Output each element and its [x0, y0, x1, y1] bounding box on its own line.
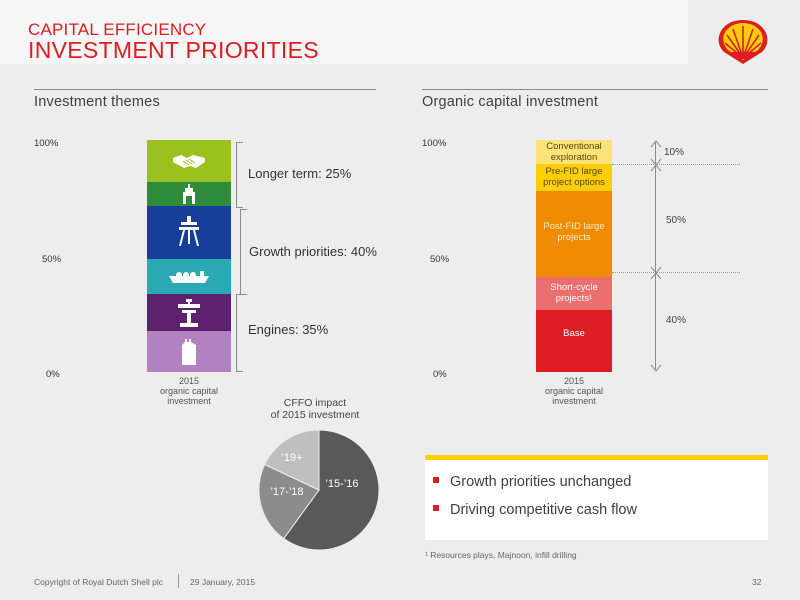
x-label-line3: investment — [552, 396, 596, 406]
drilling-rig-icon — [147, 182, 231, 206]
bracket-growth-priorities — [240, 209, 247, 295]
bullet-square-icon — [433, 477, 439, 484]
segment-base: Base — [536, 310, 612, 372]
pie-label-19plus: ’19+ — [281, 452, 302, 464]
segment-short-cycle: Short-cycle projects¹ — [536, 277, 612, 310]
label-line: project options — [543, 177, 605, 188]
segment-offshore — [147, 206, 231, 259]
y-axis-tick-100: 100% — [422, 138, 447, 149]
x-label-year: 2015 — [178, 376, 200, 386]
dotted-guide — [612, 272, 740, 273]
bullet-item: Driving competitive cash flow — [433, 502, 637, 518]
refinery-icon — [147, 294, 231, 331]
footer-copyright: Copyright of Royal Dutch Shell plc — [34, 577, 163, 587]
title-panel — [0, 0, 688, 64]
dotted-guide — [612, 164, 740, 165]
y-axis-tick-0: 0% — [46, 369, 60, 380]
pie-label-15-16: ’15-’16 — [325, 478, 358, 490]
segment-label: Base — [536, 310, 612, 339]
right-x-axis-label: 2015 organic capital investment — [524, 376, 624, 406]
bullet-text: Growth priorities unchanged — [450, 474, 632, 490]
handshake-icon — [147, 140, 231, 182]
label-line: Post-FID large — [543, 221, 605, 232]
segment-label: Conventional exploration — [536, 140, 612, 163]
x-label-year: 2015 — [563, 376, 585, 386]
label-line: Short-cycle — [550, 282, 598, 293]
divider — [422, 89, 768, 90]
segment-label: Post-FID large projects — [536, 191, 612, 243]
segment-label: Short-cycle projects¹ — [536, 277, 612, 304]
pct-40: 40% — [666, 315, 687, 326]
label-line: Conventional — [546, 141, 602, 152]
segment-fuel — [147, 331, 231, 372]
bracket-longer-term — [236, 142, 243, 208]
investment-themes-title: Investment themes — [34, 94, 160, 110]
label-line: projects¹ — [555, 293, 593, 304]
pie-title-line2: of 2015 investment — [270, 409, 360, 421]
segment-pre-fid: Pre-FID large project options — [536, 164, 612, 191]
pie-label-17-18: ’17-’18 — [270, 486, 303, 498]
bullet-text: Driving competitive cash flow — [450, 502, 637, 518]
range-line-40 — [655, 273, 656, 369]
organic-capital-investment-title: Organic capital investment — [422, 94, 599, 110]
label-longer-term: Longer term: 25% — [248, 166, 352, 181]
fuel-can-icon — [147, 331, 231, 372]
pct-50: 50% — [666, 215, 687, 226]
label-engines: Engines: 35% — [248, 322, 329, 337]
pct-10: 10% — [664, 147, 685, 158]
slide-title: INVESTMENT PRIORITIES — [28, 37, 319, 63]
segment-conventional-exploration: Conventional exploration — [536, 140, 612, 164]
label-line: Pre-FID large — [545, 166, 603, 177]
y-axis-tick-100: 100% — [34, 138, 59, 149]
label-line: projects — [557, 232, 591, 243]
pie-slice-15-16 — [283, 429, 380, 551]
label-line: Base — [563, 328, 585, 339]
segment-handshake — [147, 140, 231, 182]
offshore-platform-icon — [147, 206, 231, 259]
range-line-10 — [655, 142, 656, 164]
label-growth-priorities: Growth priorities: 40% — [249, 244, 377, 259]
bullet-square-icon — [433, 505, 439, 512]
segment-label: Pre-FID large project options — [536, 164, 612, 188]
key-messages-box: Growth priorities unchanged Driving comp… — [425, 455, 768, 540]
y-axis-tick-50: 50% — [42, 254, 62, 265]
shell-logo-icon — [718, 20, 768, 64]
segment-drilling — [147, 182, 231, 206]
lng-tanker-icon — [147, 259, 231, 294]
range-arrowheads-icon — [650, 140, 662, 372]
x-label-line2: organic capital — [544, 386, 604, 396]
footer-divider — [178, 574, 179, 588]
page-number: 32 — [752, 577, 762, 587]
label-line: exploration — [550, 152, 598, 163]
cffo-pie-chart: ’15-’16 ’17-’18 ’19+ — [258, 429, 380, 551]
divider — [34, 89, 376, 90]
y-axis-tick-50: 50% — [430, 254, 450, 265]
x-label-line2: organic capital — [159, 386, 219, 396]
x-label-line3: investment — [167, 396, 211, 406]
footer-date: 29 January, 2015 — [190, 577, 256, 587]
slide-supertitle: CAPITAL EFFICIENCY — [28, 20, 207, 39]
pie-slice-19plus — [264, 429, 320, 491]
bracket-engines — [236, 294, 243, 372]
footnote: ¹ Resources plays, Majnoon, infill drill… — [425, 550, 577, 560]
range-line-50 — [655, 165, 656, 272]
pie-title: CFFO impact of 2015 investment — [260, 397, 370, 421]
segment-lng — [147, 259, 231, 294]
segment-post-fid: Post-FID large projects — [536, 191, 612, 277]
pie-title-line1: CFFO impact — [283, 397, 347, 409]
y-axis-tick-0: 0% — [433, 369, 447, 380]
left-x-axis-label: 2015 organic capital investment — [139, 376, 239, 406]
segment-refinery — [147, 294, 231, 331]
bullet-item: Growth priorities unchanged — [433, 474, 631, 490]
